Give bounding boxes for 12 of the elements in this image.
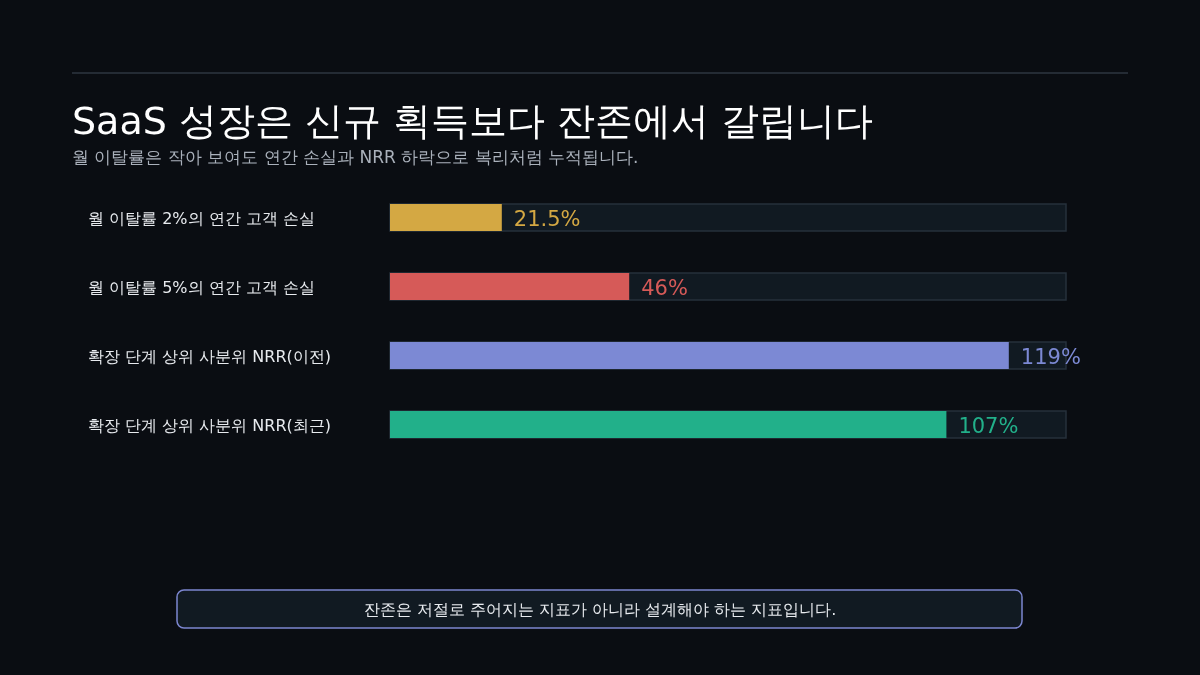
text: 잔존은 저절로 주어지는 지표가 아니라 설계해야 하는 지표입니다. <box>363 600 837 619</box>
data-label: 21.5% <box>513 206 581 231</box>
bar <box>390 204 502 231</box>
chart-subtitle: 월 이탈률은 작아 보여도 연간 손실과 NRR 하락으로 복리처럼 누적됩니다. <box>72 147 639 167</box>
data-label: 119% <box>1020 344 1081 369</box>
y-tick-label: 확장 단계 상위 사분위 NRR(최근) <box>88 415 332 435</box>
y-tick-label: 확장 단계 상위 사분위 NRR(이전) <box>88 346 332 366</box>
y-tick-label: 월 이탈률 5%의 연간 고객 손실 <box>88 277 315 297</box>
chart-title: SaaS 성장은 신규 획득보다 잔존에서 갈립니다 <box>72 99 874 143</box>
y-tick-label: 월 이탈률 2%의 연간 고객 손실 <box>88 208 315 228</box>
data-label: 107% <box>958 413 1019 438</box>
data-label: 46% <box>641 275 688 300</box>
